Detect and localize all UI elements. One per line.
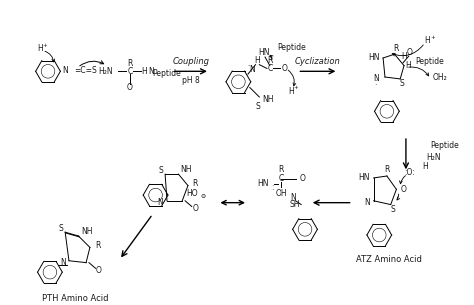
Text: O: O	[400, 185, 406, 194]
Text: H: H	[405, 61, 410, 70]
Text: Peptide: Peptide	[431, 141, 459, 150]
Text: N: N	[60, 258, 66, 267]
Text: R: R	[394, 44, 399, 53]
Text: pH 8: pH 8	[182, 76, 200, 85]
Text: ..: ..	[263, 45, 267, 50]
Text: O: O	[299, 174, 305, 183]
Text: O: O	[192, 204, 199, 213]
Text: OH₂: OH₂	[433, 73, 447, 81]
Text: :: :	[272, 183, 274, 192]
Text: Peptide: Peptide	[415, 57, 444, 66]
Text: C: C	[127, 67, 133, 76]
Text: PTH Amino Acid: PTH Amino Acid	[42, 294, 109, 303]
Text: H: H	[401, 52, 407, 61]
Text: Coupling: Coupling	[172, 57, 210, 66]
Text: :O:: :O:	[404, 168, 415, 177]
Text: C: C	[267, 64, 273, 73]
Text: R: R	[279, 165, 284, 174]
Text: H: H	[37, 44, 43, 53]
Text: H: H	[424, 36, 430, 45]
Text: N: N	[62, 66, 68, 75]
Text: ..: ..	[247, 62, 251, 67]
Text: =C=S: =C=S	[74, 66, 97, 75]
Text: S: S	[390, 205, 395, 214]
Text: HN: HN	[358, 174, 370, 182]
Text: S: S	[159, 166, 164, 175]
Text: +: +	[430, 34, 435, 40]
Text: H: H	[141, 67, 147, 76]
Text: Peptide: Peptide	[277, 43, 306, 52]
Text: OH: OH	[275, 189, 287, 198]
Text: H₂N: H₂N	[426, 153, 440, 163]
Text: O: O	[407, 48, 413, 57]
Text: R: R	[96, 241, 101, 250]
Text: O: O	[281, 64, 287, 73]
Text: +: +	[43, 43, 47, 48]
Text: R: R	[267, 56, 273, 65]
Text: ATZ Amino Acid: ATZ Amino Acid	[356, 255, 422, 264]
Text: NH: NH	[82, 227, 93, 236]
Text: HO: HO	[186, 189, 198, 198]
Text: S: S	[58, 224, 63, 233]
Text: H: H	[422, 162, 428, 171]
Text: N: N	[374, 74, 379, 84]
Text: R: R	[193, 179, 198, 188]
Text: H₂N: H₂N	[98, 67, 112, 76]
Text: ⊖: ⊖	[201, 195, 206, 199]
Text: Cyclization: Cyclization	[295, 57, 341, 66]
Text: R: R	[384, 165, 390, 174]
Text: H: H	[288, 87, 293, 96]
Text: N: N	[157, 198, 163, 207]
Text: N: N	[364, 198, 370, 207]
Text: O: O	[96, 266, 101, 275]
Text: HN: HN	[257, 179, 269, 188]
Text: N: N	[148, 67, 154, 76]
Text: O: O	[127, 83, 133, 92]
Text: N: N	[290, 193, 296, 203]
Text: S: S	[255, 102, 260, 111]
Text: +: +	[293, 85, 298, 90]
Text: HN: HN	[258, 48, 270, 57]
Text: :: :	[374, 78, 377, 87]
Text: R: R	[127, 59, 133, 68]
Text: Peptide: Peptide	[153, 69, 182, 78]
Text: H: H	[255, 56, 260, 65]
Text: S: S	[400, 79, 404, 88]
Text: HN: HN	[368, 52, 379, 62]
Text: C: C	[279, 174, 284, 183]
Text: NH: NH	[262, 95, 273, 104]
Text: N: N	[249, 65, 255, 74]
Text: SH: SH	[290, 200, 301, 209]
Text: NH: NH	[180, 165, 192, 174]
Text: ..: ..	[151, 67, 155, 72]
